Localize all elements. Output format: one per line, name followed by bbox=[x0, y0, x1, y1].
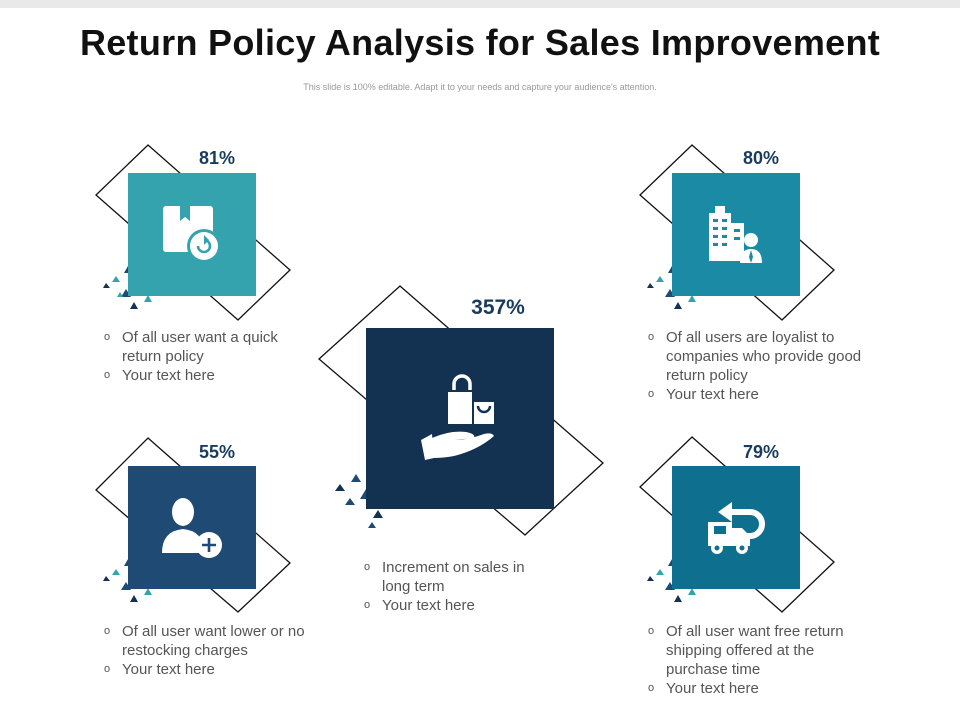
page-subtitle: This slide is 100% editable. Adapt it to… bbox=[303, 82, 657, 92]
hand-shopping-bags-icon bbox=[421, 374, 494, 460]
tile-quick-return bbox=[128, 173, 256, 296]
list-item: Of all user want free return shipping of… bbox=[648, 622, 848, 679]
list-loyalist: Of all users are loyalist to companies w… bbox=[648, 328, 878, 404]
tile-sales-increment bbox=[366, 328, 554, 509]
list-item: Your text here bbox=[104, 660, 324, 679]
tile-loyalist bbox=[672, 173, 800, 296]
top-bar bbox=[0, 0, 960, 8]
delivery-truck-return-icon bbox=[708, 502, 765, 554]
page-title: Return Policy Analysis for Sales Improve… bbox=[79, 22, 881, 63]
list-restocking: Of all user want lower or no restocking … bbox=[104, 622, 324, 679]
percent-79: 79% bbox=[742, 442, 780, 462]
tile-free-shipping bbox=[672, 466, 800, 589]
list-item: Your text here bbox=[648, 679, 848, 698]
list-item: Your text here bbox=[648, 385, 878, 404]
buildings-person-icon bbox=[709, 206, 762, 263]
list-item: Of all user want lower or no restocking … bbox=[104, 622, 324, 660]
list-item: Your text here bbox=[104, 366, 284, 385]
box-return-icon bbox=[163, 206, 221, 263]
user-add-icon bbox=[162, 498, 222, 558]
percent-357: 357% bbox=[471, 296, 525, 319]
tile-restocking bbox=[128, 466, 256, 589]
list-item: Of all user want a quick return policy bbox=[104, 328, 284, 366]
list-item: Your text here bbox=[364, 596, 554, 615]
list-free-shipping: Of all user want free return shipping of… bbox=[648, 622, 848, 698]
percent-80: 80% bbox=[742, 148, 780, 168]
list-item: Of all users are loyalist to companies w… bbox=[648, 328, 878, 385]
list-item: Increment on sales in long term bbox=[364, 558, 554, 596]
list-quick-return: Of all user want a quick return policy Y… bbox=[104, 328, 284, 385]
percent-55: 55% bbox=[198, 442, 236, 462]
list-sales-increment: Increment on sales in long term Your tex… bbox=[364, 558, 554, 615]
percent-81: 81% bbox=[198, 148, 236, 168]
